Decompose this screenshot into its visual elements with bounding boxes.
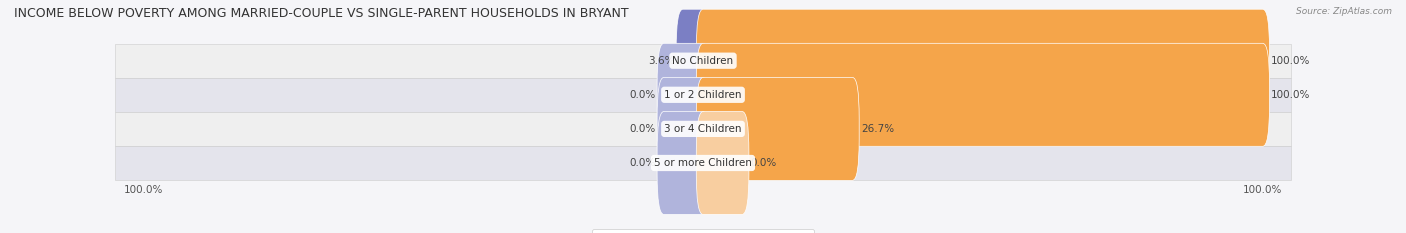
Text: Source: ZipAtlas.com: Source: ZipAtlas.com [1296, 7, 1392, 16]
Text: 1 or 2 Children: 1 or 2 Children [664, 90, 742, 100]
Text: 3.6%: 3.6% [648, 56, 675, 66]
Bar [115, 146, 1291, 180]
Text: 100.0%: 100.0% [1271, 90, 1310, 100]
Text: 0.0%: 0.0% [751, 158, 778, 168]
Text: 3 or 4 Children: 3 or 4 Children [664, 124, 742, 134]
FancyBboxPatch shape [696, 9, 1270, 112]
Text: 5 or more Children: 5 or more Children [654, 158, 752, 168]
Text: No Children: No Children [672, 56, 734, 66]
Text: 26.7%: 26.7% [860, 124, 894, 134]
FancyBboxPatch shape [696, 112, 749, 214]
FancyBboxPatch shape [696, 77, 859, 180]
Legend: Married Couples, Single Parents: Married Couples, Single Parents [592, 229, 814, 233]
FancyBboxPatch shape [676, 9, 710, 112]
FancyBboxPatch shape [696, 43, 1270, 146]
FancyBboxPatch shape [657, 112, 710, 214]
FancyBboxPatch shape [657, 77, 710, 180]
Bar [115, 44, 1291, 78]
FancyBboxPatch shape [657, 43, 710, 146]
Text: 0.0%: 0.0% [628, 90, 655, 100]
Text: 0.0%: 0.0% [628, 158, 655, 168]
Bar [115, 78, 1291, 112]
Text: INCOME BELOW POVERTY AMONG MARRIED-COUPLE VS SINGLE-PARENT HOUSEHOLDS IN BRYANT: INCOME BELOW POVERTY AMONG MARRIED-COUPL… [14, 7, 628, 20]
Text: 100.0%: 100.0% [1271, 56, 1310, 66]
Bar [115, 112, 1291, 146]
Text: 0.0%: 0.0% [628, 124, 655, 134]
